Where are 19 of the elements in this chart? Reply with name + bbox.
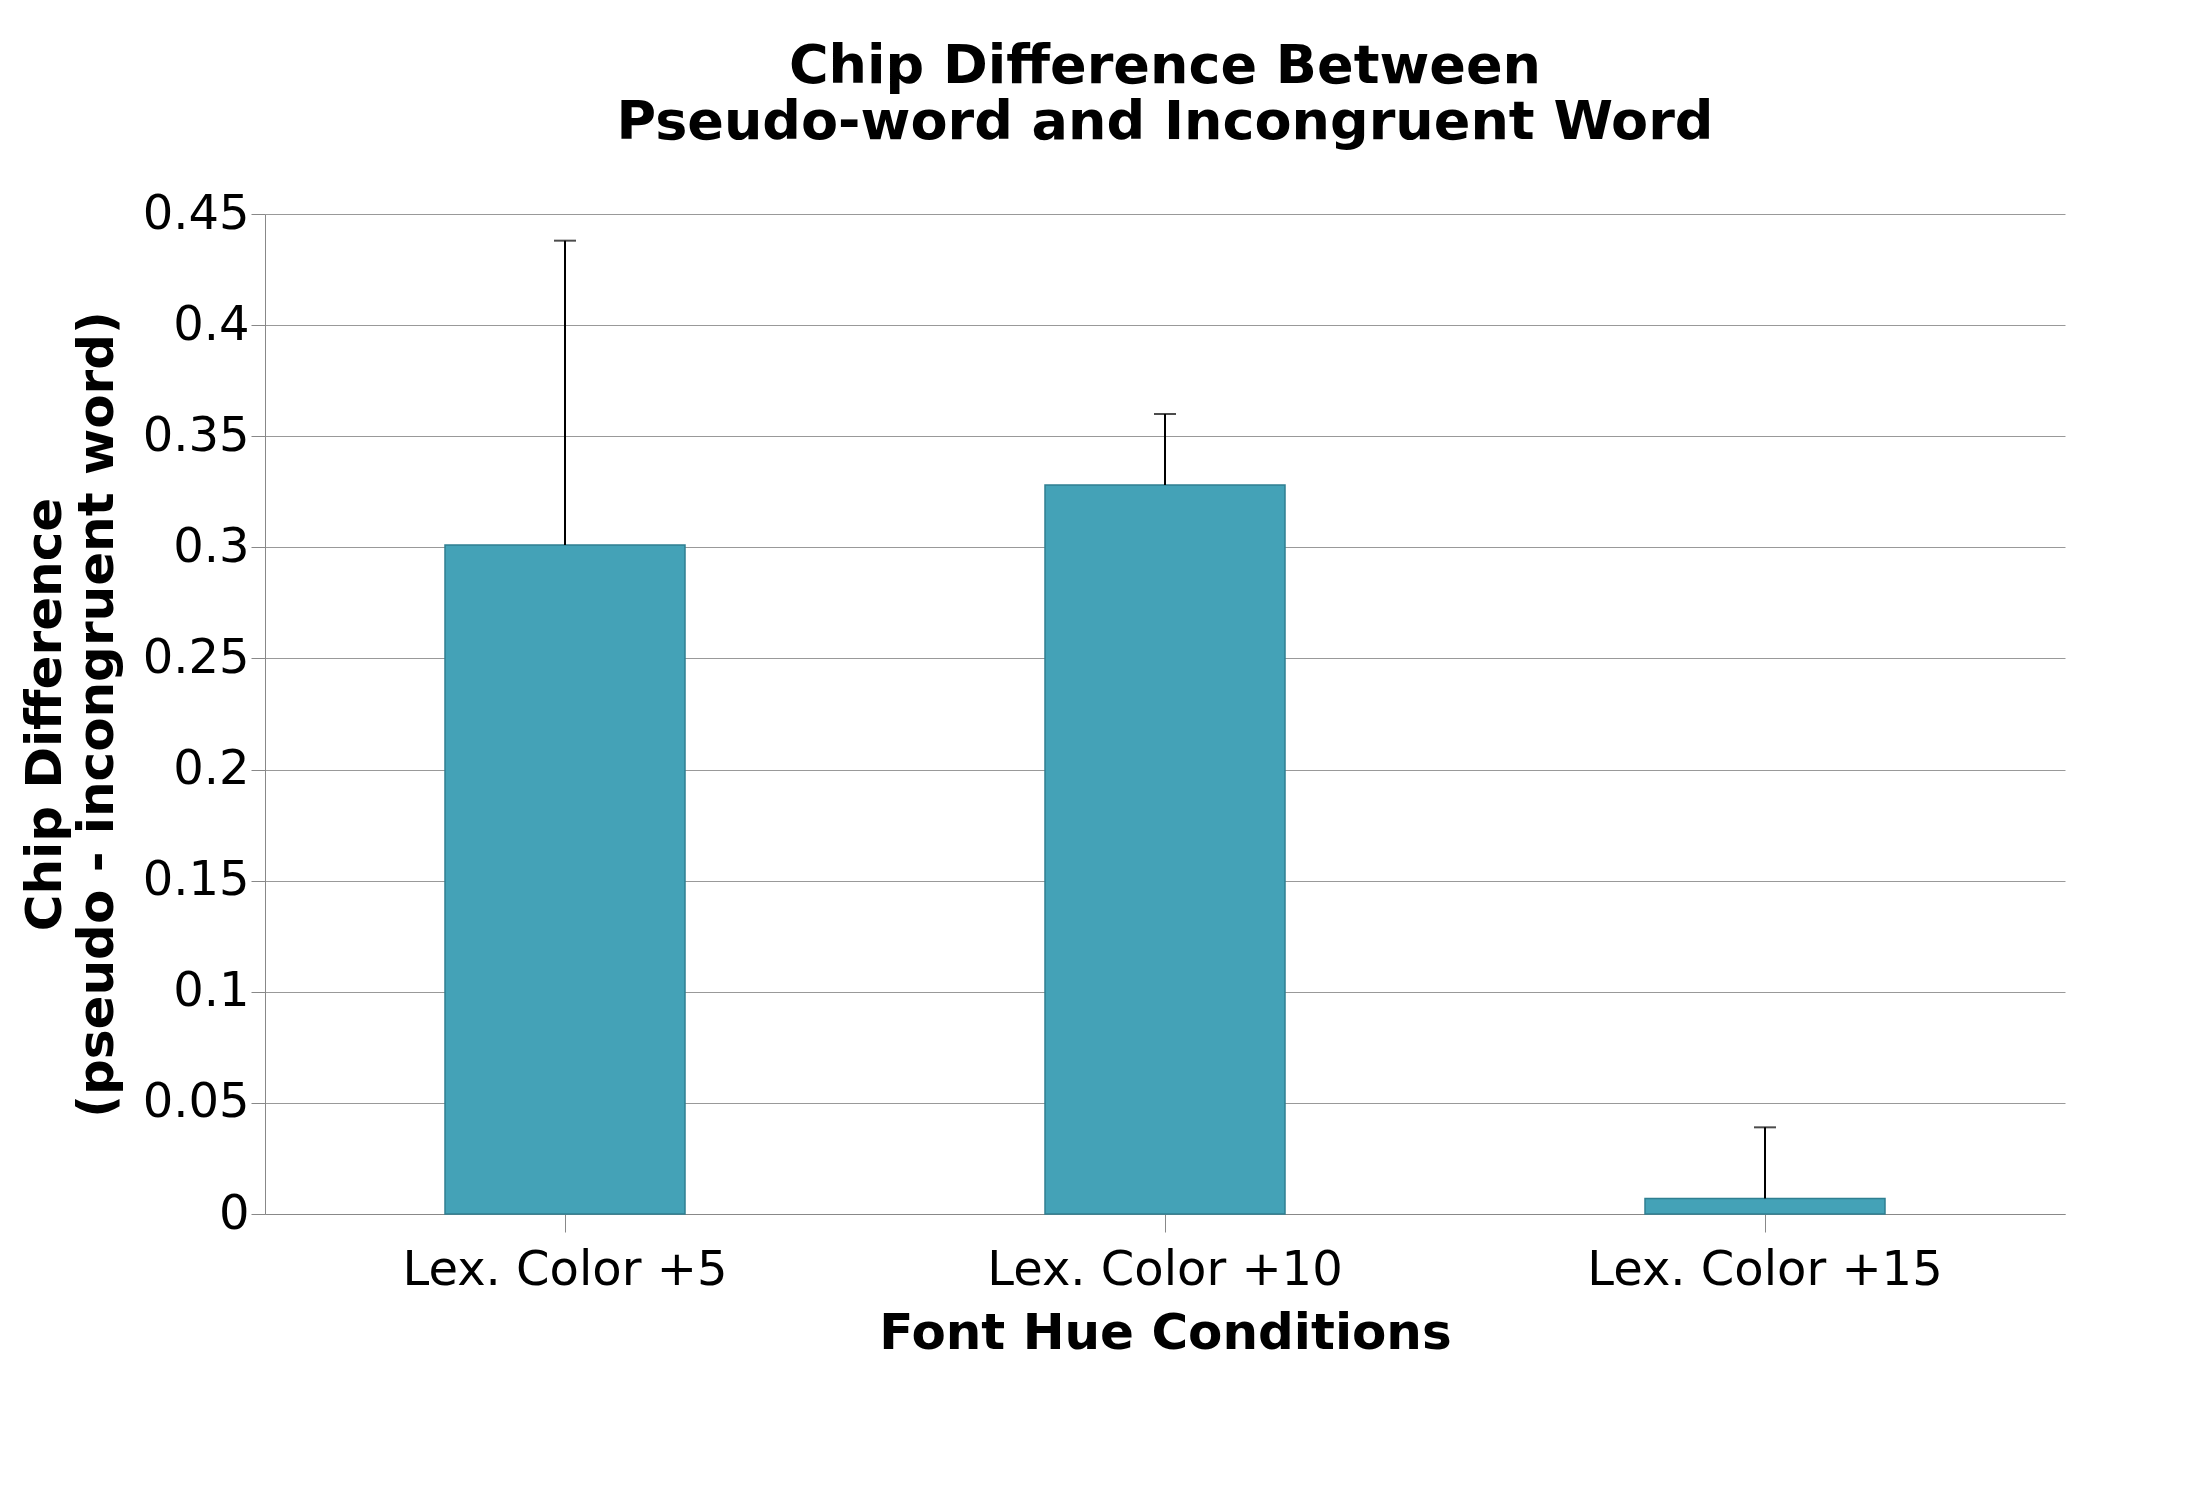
bar (444, 544, 686, 1215)
x-tick-label: Lex. Color +10 (987, 1239, 1343, 1296)
y-tick-label: 0.25 (142, 627, 250, 684)
y-tick-label: 0.1 (173, 961, 250, 1018)
x-axis-title: Font Hue Conditions (879, 1302, 1452, 1361)
y-axis-title: Chip Difference (pseudo - incongruent word) (14, 311, 125, 1118)
y-tick-label: 0.45 (142, 183, 250, 240)
bar (1644, 1197, 1886, 1215)
y-tick-label: 0.3 (173, 516, 250, 573)
y-tick-label: 0.35 (142, 405, 250, 462)
x-tick-label: Lex. Color +5 (402, 1239, 728, 1296)
y-tick-label: 0 (218, 1183, 250, 1240)
y-tick-label: 0.2 (173, 739, 250, 796)
y-tick-label: 0.15 (142, 850, 250, 907)
x-tick-label: Lex. Color +15 (1587, 1239, 1943, 1296)
chart-title: Chip Difference Between Pseudo-word and Incongruent Word (616, 33, 1714, 152)
y-tick-label: 0.05 (142, 1072, 250, 1129)
y-tick-label: 0.4 (173, 294, 250, 351)
bar (1044, 484, 1286, 1215)
